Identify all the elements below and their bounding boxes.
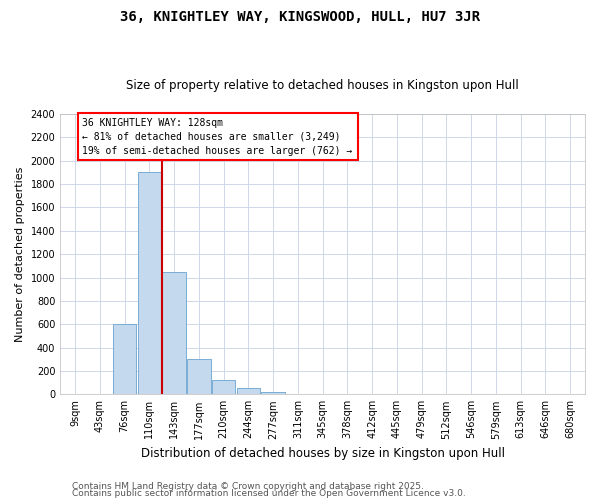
Bar bbox=[236, 388, 260, 394]
Text: 36, KNIGHTLEY WAY, KINGSWOOD, HULL, HU7 3JR: 36, KNIGHTLEY WAY, KINGSWOOD, HULL, HU7 … bbox=[120, 10, 480, 24]
Bar bbox=[137, 172, 161, 394]
X-axis label: Distribution of detached houses by size in Kingston upon Hull: Distribution of detached houses by size … bbox=[140, 447, 505, 460]
Bar bbox=[162, 272, 186, 394]
Title: Size of property relative to detached houses in Kingston upon Hull: Size of property relative to detached ho… bbox=[126, 79, 519, 92]
Bar bbox=[262, 392, 285, 394]
Text: Contains public sector information licensed under the Open Government Licence v3: Contains public sector information licen… bbox=[72, 490, 466, 498]
Y-axis label: Number of detached properties: Number of detached properties bbox=[15, 166, 25, 342]
Bar bbox=[113, 324, 136, 394]
Text: Contains HM Land Registry data © Crown copyright and database right 2025.: Contains HM Land Registry data © Crown c… bbox=[72, 482, 424, 491]
Bar bbox=[212, 380, 235, 394]
Text: 36 KNIGHTLEY WAY: 128sqm
← 81% of detached houses are smaller (3,249)
19% of sem: 36 KNIGHTLEY WAY: 128sqm ← 81% of detach… bbox=[82, 118, 353, 156]
Bar bbox=[187, 360, 211, 394]
